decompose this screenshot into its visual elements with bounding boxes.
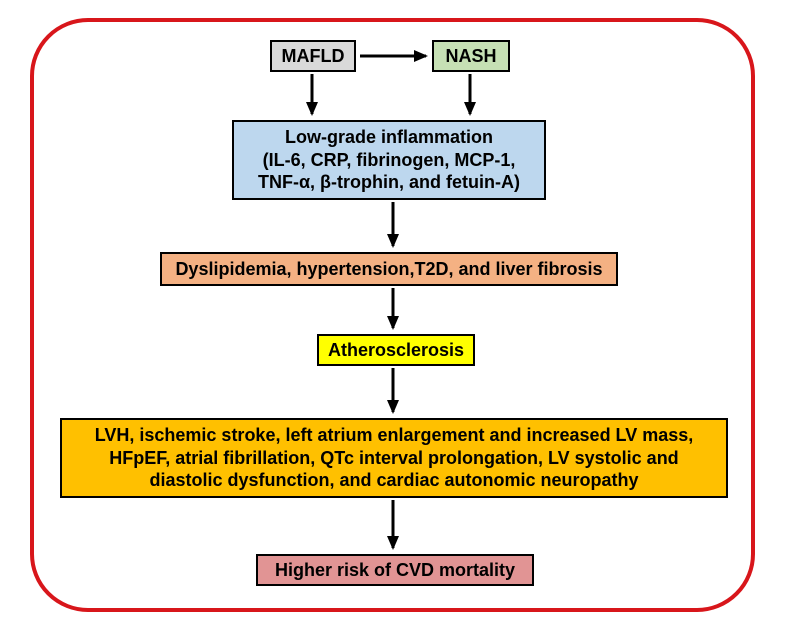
node-mafld-label: MAFLD bbox=[282, 45, 345, 68]
node-mafld: MAFLD bbox=[270, 40, 356, 72]
node-risk-factors-label: Dyslipidemia, hypertension,T2D, and live… bbox=[175, 258, 602, 281]
node-mortality: Higher risk of CVD mortality bbox=[256, 554, 534, 586]
node-atherosclerosis: Atherosclerosis bbox=[317, 334, 475, 366]
node-nash-label: NASH bbox=[445, 45, 496, 68]
outer-frame bbox=[30, 18, 755, 612]
node-outcomes: LVH, ischemic stroke, left atrium enlarg… bbox=[60, 418, 728, 498]
node-atherosclerosis-label: Atherosclerosis bbox=[328, 339, 464, 362]
node-mortality-label: Higher risk of CVD mortality bbox=[275, 559, 515, 582]
node-outcomes-label: LVH, ischemic stroke, left atrium enlarg… bbox=[95, 424, 694, 492]
node-inflammation-label: Low-grade inflammation (IL-6, CRP, fibri… bbox=[258, 126, 520, 194]
node-risk-factors: Dyslipidemia, hypertension,T2D, and live… bbox=[160, 252, 618, 286]
node-nash: NASH bbox=[432, 40, 510, 72]
node-inflammation: Low-grade inflammation (IL-6, CRP, fibri… bbox=[232, 120, 546, 200]
